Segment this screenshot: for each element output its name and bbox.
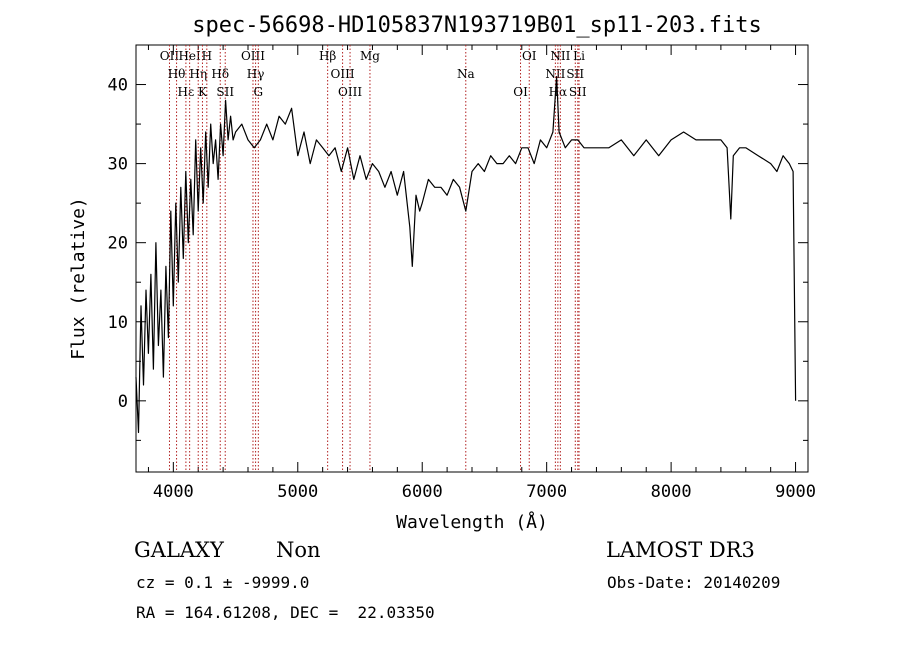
observation-date: Obs-Date: 20140209 [607,573,781,592]
marker-label: H [202,49,212,63]
marker-label: Na [457,67,475,81]
marker-label: HeI [178,49,201,63]
plot-frame [135,44,809,473]
marker-label: Hη [189,67,207,81]
marker-label: OIII [331,67,355,81]
x-tick-label: 5000 [277,482,318,502]
marker-label: SII [566,67,584,81]
marker-label: Hδ [211,67,229,81]
x-tick-label: 6000 [402,482,443,502]
marker-label: Hγ [247,67,265,81]
y-axis-label: Flux (relative) [68,197,89,360]
marker-label: SII [569,85,587,99]
coordinates-readout: RA = 164.61208, DEC = 22.03350 [136,603,435,622]
object-class: GALAXY [134,538,224,562]
marker-label: SII [216,85,234,99]
line-markers: OII Hθ Hε HeI Hη K H Hδ SII OIII Hγ G Hβ OIII OIII Mg Na… [160,45,587,472]
marker-label: OI [522,49,537,63]
x-tick-label: 4000 [153,482,194,502]
marker-label: Hε [178,85,195,99]
survey-name: LAMOST DR3 [606,538,755,562]
marker-label: NII [550,49,570,63]
marker-label: Hθ [168,67,186,81]
x-tick-label: 8000 [651,482,692,502]
chart-title: spec-56698-HD105837N193719B01_sp11-203.f… [192,13,762,38]
spectrum-series-line [135,75,797,434]
marker-label: NII [545,67,565,81]
x-tick-label: 9000 [775,482,816,502]
marker-label: K [198,85,208,99]
x-axis-label: Wavelength (Å) [396,511,548,533]
marker-label: OI [513,85,528,99]
y-tick-label: 30 [108,155,128,175]
marker-label: Li [573,49,585,63]
object-subclass: Non [276,538,321,562]
y-tick-label: 20 [108,234,128,254]
y-tick-label: 40 [108,76,128,96]
marker-label: G [254,85,264,99]
marker-label: Hβ [319,49,336,63]
marker-label: Mg [360,49,380,63]
x-tick-label: 7000 [526,482,567,502]
marker-label: OIII [241,49,265,63]
y-tick-label: 0 [118,392,128,412]
y-tick-label: 10 [108,313,128,333]
redshift-readout: cz = 0.1 ± -9999.0 [136,573,310,592]
marker-label: OIII [338,85,362,99]
marker-label: OII [160,49,180,63]
